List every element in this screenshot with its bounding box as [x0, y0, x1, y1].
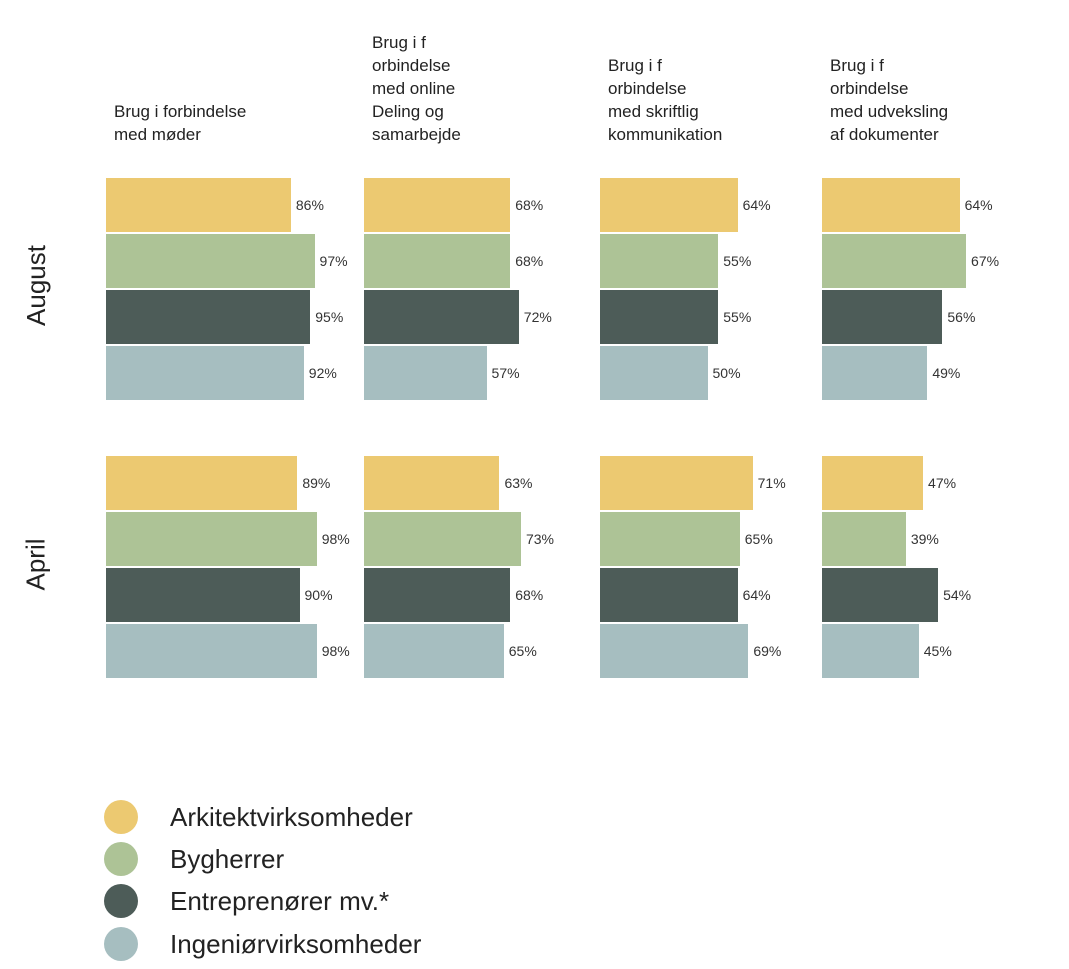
bar — [106, 234, 315, 288]
legend-swatch — [104, 927, 138, 961]
panel-title: Brug i f orbindelse med online Deling og… — [372, 33, 461, 144]
bar — [106, 178, 291, 232]
data-label: 54% — [943, 587, 972, 603]
bar — [600, 234, 719, 288]
data-label: 97% — [319, 253, 348, 269]
data-label: 92% — [308, 365, 337, 381]
legend-swatch — [104, 842, 138, 876]
data-label: 39% — [910, 531, 939, 547]
data-label: 57% — [491, 365, 520, 381]
bar — [600, 290, 719, 344]
data-label: 55% — [723, 309, 752, 325]
bar — [364, 568, 511, 622]
bar — [600, 456, 753, 510]
legend-swatch — [104, 800, 138, 834]
data-label: 89% — [302, 475, 331, 491]
bar — [364, 178, 511, 232]
bar — [364, 624, 504, 678]
data-label: 45% — [923, 643, 952, 659]
bar — [106, 346, 304, 400]
bar — [106, 456, 298, 510]
bar — [822, 178, 960, 232]
bar — [106, 512, 317, 566]
bar — [364, 456, 500, 510]
data-label: 69% — [753, 643, 782, 659]
bar — [600, 512, 740, 566]
data-label: 50% — [712, 365, 741, 381]
data-label: 68% — [515, 197, 544, 213]
row-label-april: April — [20, 537, 51, 591]
data-label: 63% — [504, 475, 533, 491]
data-label: 71% — [757, 475, 786, 491]
bar — [364, 234, 511, 288]
bar — [600, 346, 708, 400]
bar — [364, 512, 521, 566]
bar — [822, 234, 967, 288]
data-label: 95% — [315, 309, 344, 325]
bar — [600, 178, 738, 232]
bar — [600, 568, 738, 622]
panel-title: Brug i f orbindelse med skriftlig kommun… — [608, 56, 723, 144]
legend-item: Bygherrer — [104, 842, 284, 876]
panel-title: Brug i f orbindelse med udveksling af do… — [830, 56, 949, 144]
legend-label: Arkitektvirksomheder — [170, 801, 413, 832]
bar — [600, 624, 749, 678]
data-label: 65% — [508, 643, 537, 659]
bar — [364, 346, 487, 400]
legend-item: Entreprenører mv.* — [104, 884, 389, 918]
legend-item: Ingeniørvirksomheder — [104, 927, 421, 961]
legend-item: Arkitektvirksomheder — [104, 800, 413, 834]
bar — [106, 568, 300, 622]
data-label: 98% — [321, 531, 350, 547]
data-label: 68% — [515, 253, 544, 269]
data-label: 64% — [964, 197, 993, 213]
data-label: 65% — [744, 531, 773, 547]
bar — [822, 290, 943, 344]
data-label: 68% — [515, 587, 544, 603]
data-label: 55% — [723, 253, 752, 269]
bar — [106, 290, 311, 344]
bar — [822, 512, 906, 566]
bar — [106, 624, 317, 678]
data-label: 98% — [321, 643, 350, 659]
legend-label: Entreprenører mv.* — [170, 885, 390, 916]
bar — [822, 568, 939, 622]
bar — [822, 456, 924, 510]
data-label: 49% — [932, 365, 961, 381]
row-label-august: August — [20, 244, 51, 326]
legend-label: Bygherrer — [170, 843, 285, 874]
data-label: 73% — [525, 531, 554, 547]
data-label: 72% — [523, 309, 552, 325]
data-label: 90% — [304, 587, 333, 603]
bar — [364, 290, 519, 344]
legend-label: Ingeniørvirksomheder — [170, 928, 422, 959]
bar — [822, 624, 919, 678]
data-label: 64% — [742, 587, 771, 603]
data-label: 86% — [295, 197, 324, 213]
panel-title: Brug i forbindelse med møder — [114, 102, 247, 144]
legend-swatch — [104, 884, 138, 918]
data-label: 47% — [928, 475, 957, 491]
bar — [822, 346, 928, 400]
data-label: 64% — [742, 197, 771, 213]
data-label: 56% — [947, 309, 976, 325]
data-label: 67% — [971, 253, 1000, 269]
